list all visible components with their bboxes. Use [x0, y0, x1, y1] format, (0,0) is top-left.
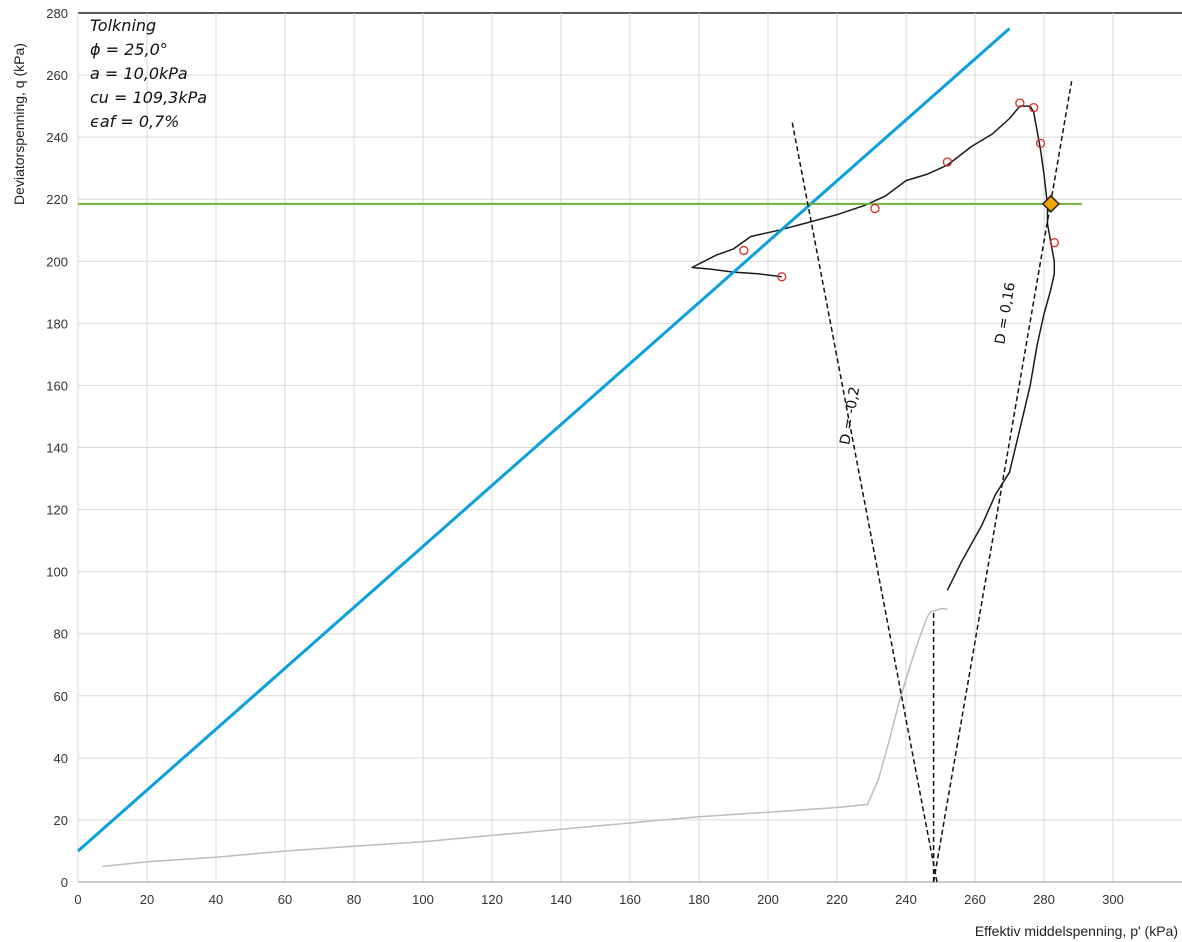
y-tick-label: 80	[54, 627, 68, 642]
series-group	[77, 27, 1082, 883]
y-tick-label: 160	[46, 378, 68, 393]
x-tick-label: 80	[347, 892, 361, 907]
x-tick-label: 160	[619, 892, 641, 907]
marker-group	[739, 98, 1060, 282]
y-tick-label: 100	[46, 565, 68, 580]
x-tick-label: 0	[74, 892, 81, 907]
x-tick-labels: 0 20 40 60 80 100 120 140 160 180 200 220 240 260 280 3…	[74, 892, 1123, 907]
data-point-marker	[739, 245, 749, 256]
y-tick-label: 60	[54, 689, 68, 704]
x-tick-label: 300	[1102, 892, 1124, 907]
attraction: a = 10,0kPa	[90, 64, 188, 83]
x-tick-label: 240	[895, 892, 917, 907]
failure-envelope-line	[77, 27, 1011, 853]
failure-point-marker	[1041, 194, 1060, 213]
x-tick-label: 260	[964, 892, 986, 907]
interpretation-title: Tolkning	[90, 16, 157, 35]
y-tick-label: 280	[46, 6, 68, 21]
data-point-marker	[1015, 98, 1025, 108]
y-tick-label: 120	[46, 503, 68, 518]
strain-at-failure: ϵaf = 0,7%	[90, 112, 180, 131]
undrained-strength: cu = 109,3kPa	[90, 88, 208, 107]
y-tick-label: 180	[46, 316, 68, 331]
dilatancy-label: D = -0,2	[837, 385, 863, 446]
dilatancy-label: D = 0,16	[992, 281, 1019, 346]
x-tick-label: 140	[550, 892, 572, 907]
x-tick-label: 60	[278, 892, 292, 907]
data-point-marker	[1049, 238, 1059, 248]
x-tick-label: 200	[757, 892, 779, 907]
y-tick-label: 40	[54, 751, 68, 766]
y-tick-label: 20	[54, 813, 68, 828]
x-tick-label: 120	[481, 892, 503, 907]
friction-angle: ϕ = 25,0°	[90, 40, 168, 59]
x-tick-label: 180	[688, 892, 710, 907]
x-tick-label: 220	[826, 892, 848, 907]
interpretation-box: Tolkning ϕ = 25,0° a = 10,0kPa cu = 109,…	[90, 14, 207, 134]
data-point-marker	[1035, 138, 1046, 149]
y-tick-label: 140	[46, 441, 68, 456]
y-tick-label: 240	[46, 130, 68, 145]
y-tick-label: 200	[46, 254, 68, 269]
x-tick-label: 100	[412, 892, 434, 907]
data-point-marker	[1029, 103, 1039, 113]
y-tick-label: 0	[61, 875, 68, 890]
y-tick-labels: 0 20 40 60 80 100 120 140 160 180 200 220 240 260 280	[46, 6, 68, 890]
line-label-group: D = -0,2 D = 0,16	[837, 281, 1019, 446]
dilatancy-line-neg	[791, 121, 938, 883]
data-point-marker	[942, 157, 953, 167]
x-tick-label: 40	[209, 892, 223, 907]
y-axis-title: Deviatorspenning, q (kPa)	[11, 43, 27, 205]
x-axis-title: Effektiv middelspenning, p' (kPa)	[975, 923, 1178, 939]
shear-stress-path	[691, 105, 1056, 591]
x-tick-label: 20	[140, 892, 154, 907]
grid	[77, 12, 1182, 883]
consolidation-path	[102, 608, 948, 868]
x-tick-label: 280	[1033, 892, 1055, 907]
data-point-marker	[777, 272, 787, 282]
y-tick-label: 260	[46, 68, 68, 83]
data-point-marker	[870, 203, 880, 214]
y-tick-label: 220	[46, 192, 68, 207]
